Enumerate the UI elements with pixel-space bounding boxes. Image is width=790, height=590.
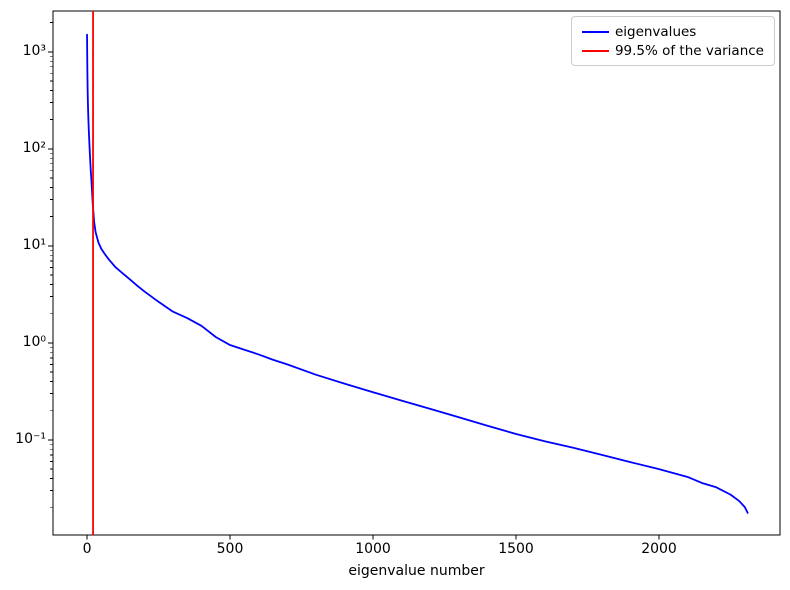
y-tick-label-1e0: 10⁰ bbox=[22, 333, 46, 350]
y-tick-label-1e-1: 10⁻¹ bbox=[15, 430, 46, 447]
eigenvalues-line-swatch bbox=[581, 30, 609, 33]
legend-entry-eigenvalues: eigenvalues bbox=[581, 22, 764, 41]
legend: eigenvalues 99.5% of the variance bbox=[570, 16, 775, 66]
y-tick-label-1e2: 10² bbox=[22, 139, 46, 156]
legend-label-eigenvalues: eigenvalues bbox=[614, 23, 697, 40]
x-axis-major-ticks bbox=[86, 535, 660, 540]
y-axis-major-ticks bbox=[48, 51, 53, 441]
x-tick-label-1000: 1000 bbox=[355, 541, 391, 557]
y-tick-label-1e3: 10³ bbox=[22, 42, 46, 59]
eigenvalues-curve bbox=[86, 33, 749, 514]
y-tick-label-1e1: 10¹ bbox=[22, 236, 46, 253]
x-tick-label-500: 500 bbox=[216, 541, 244, 557]
plot-border bbox=[52, 10, 781, 536]
legend-label-variance: 99.5% of the variance bbox=[614, 42, 764, 59]
x-axis-label: eigenvalue number bbox=[348, 563, 485, 579]
x-tick-label-0: 0 bbox=[82, 541, 92, 557]
variance-line-swatch bbox=[581, 49, 609, 52]
x-tick-label-2000: 2000 bbox=[641, 541, 677, 557]
legend-entry-variance: 99.5% of the variance bbox=[581, 41, 764, 60]
y-axis-minor-ticks bbox=[50, 22, 53, 509]
x-tick-label-1500: 1500 bbox=[498, 541, 534, 557]
